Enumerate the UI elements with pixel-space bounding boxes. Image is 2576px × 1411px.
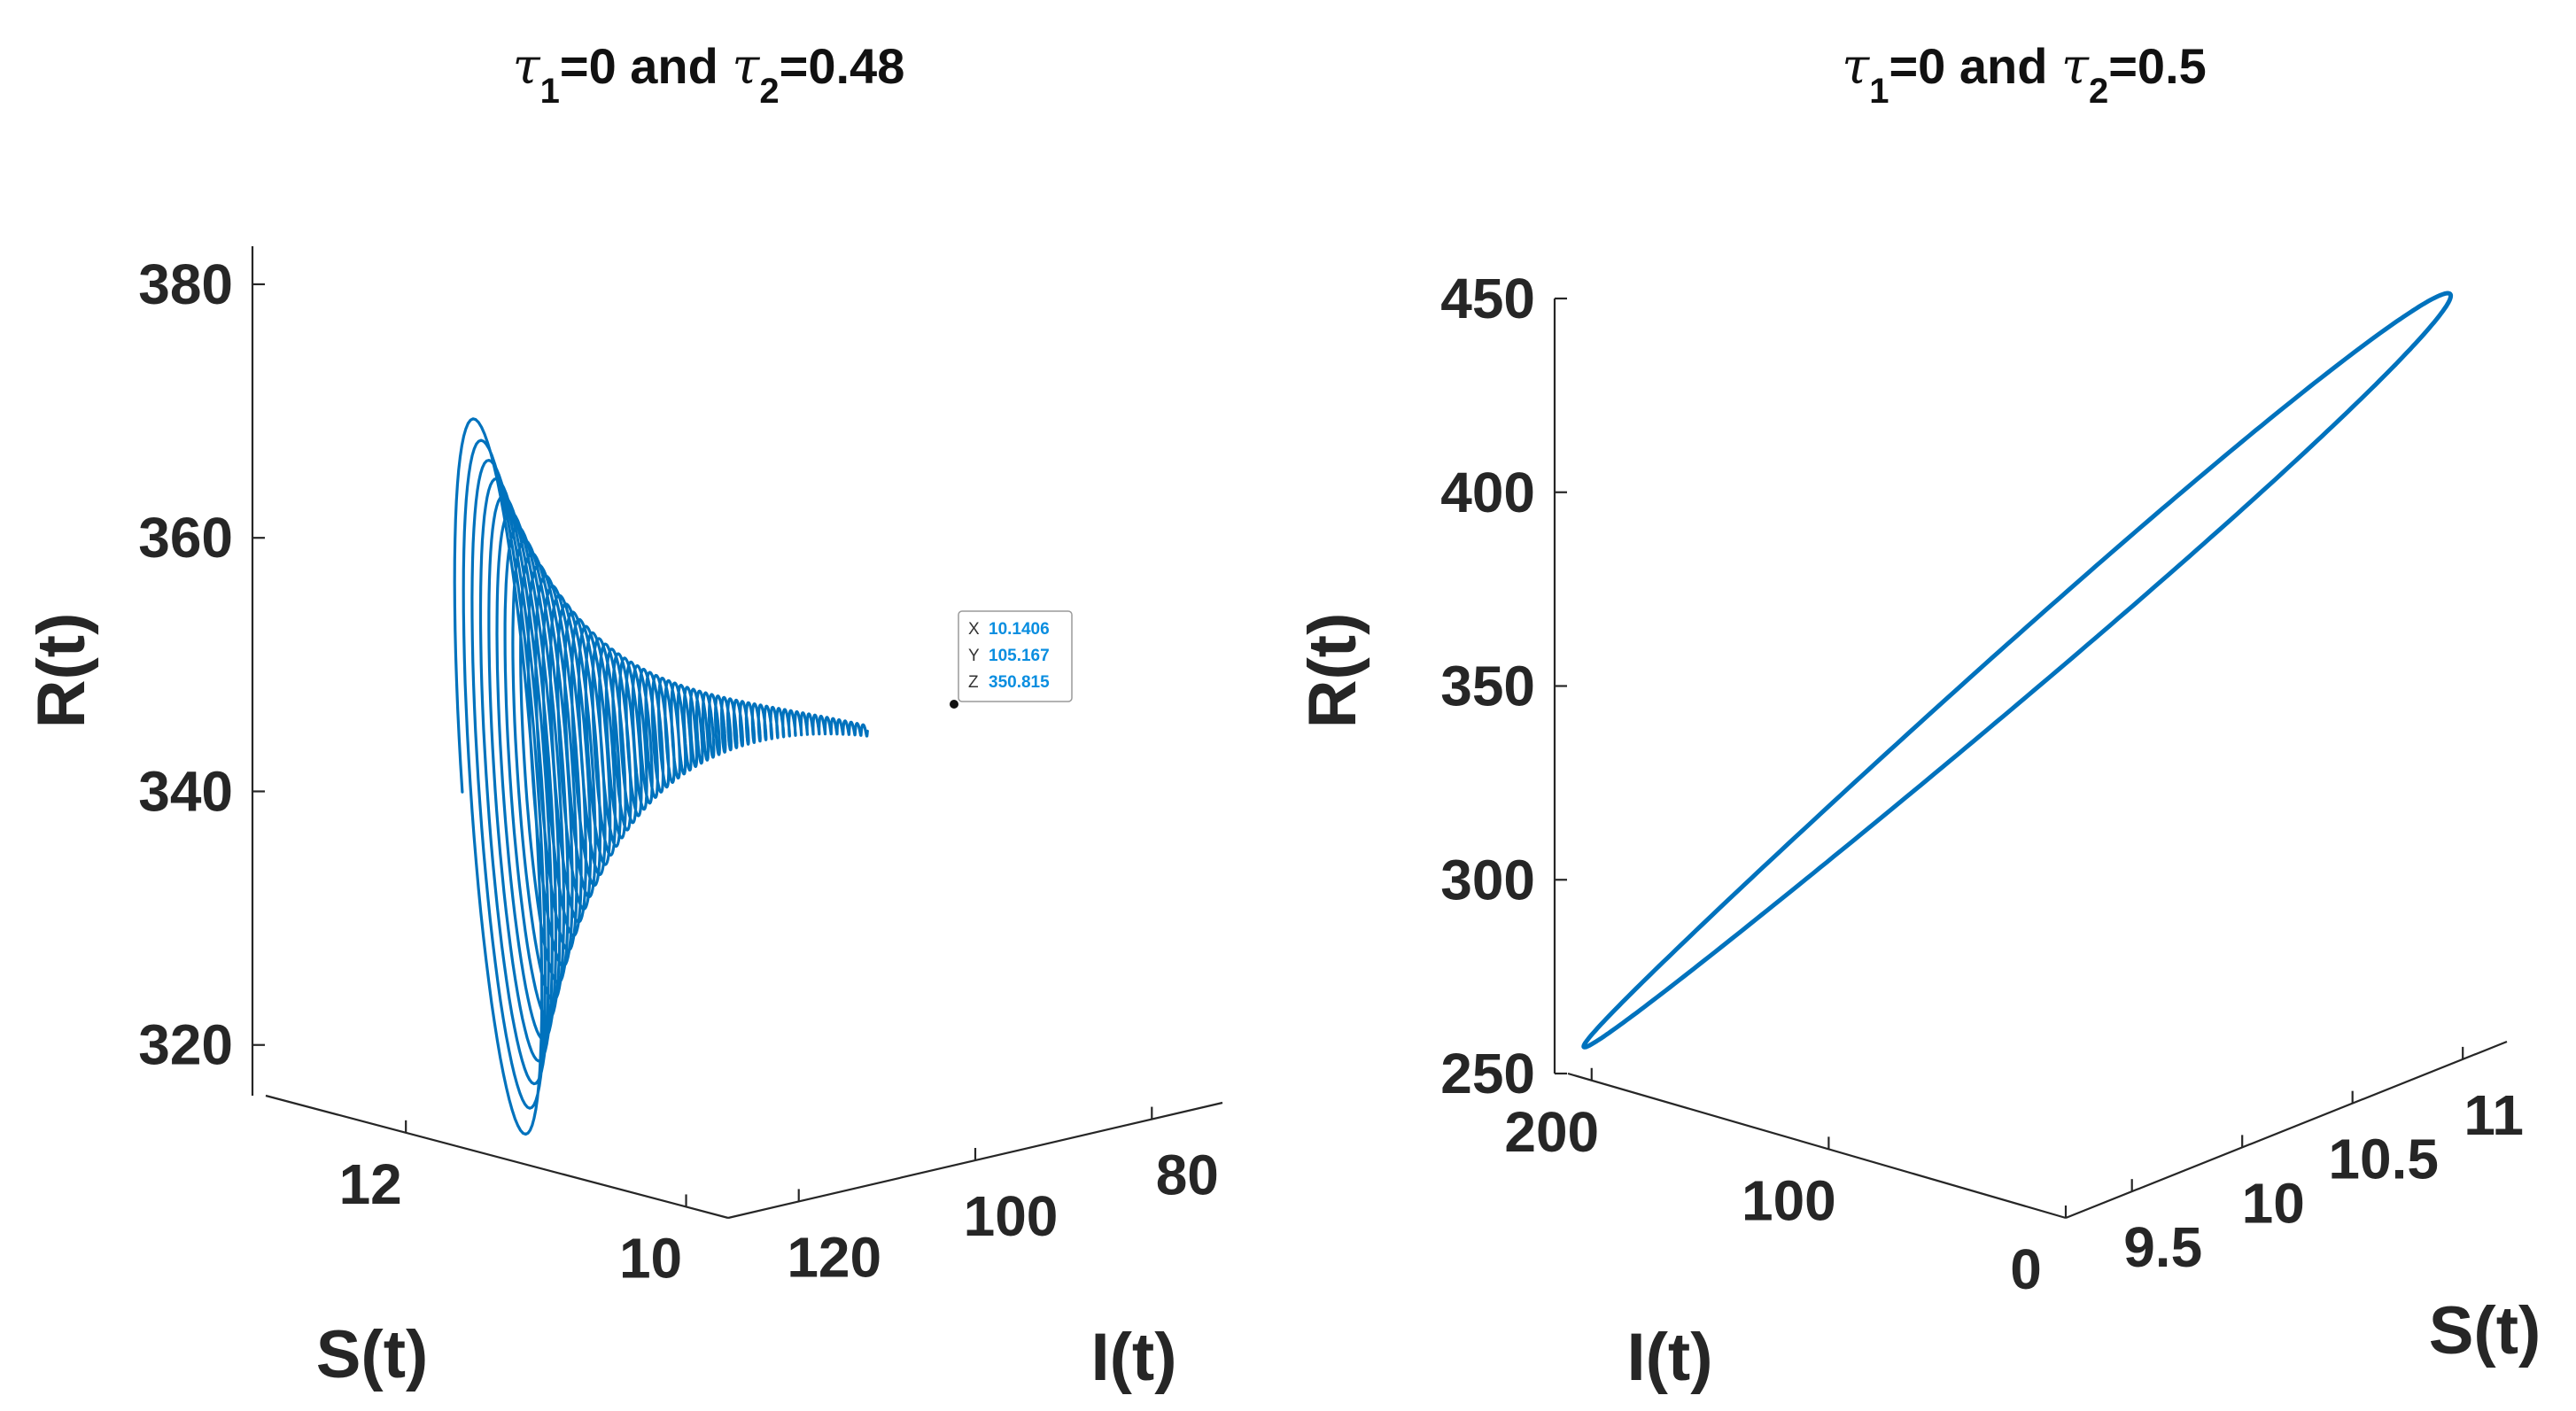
left-x-axis-line [265, 1094, 729, 1220]
right-y-axis-label: I(t) [1626, 1320, 1712, 1395]
right-x-axis-tick-label: 11 [2463, 1083, 2524, 1147]
right-plot: τ1=0 and τ2=0.5 250 300 350 400 450 200 100 0 9.… [1295, 38, 2541, 1395]
right-y-axis-tick-label: 200 [1504, 1100, 1599, 1164]
right-z-axis-label: R(t) [1295, 613, 1370, 729]
right-x-axis-tick-label: 9.5 [2123, 1215, 2202, 1279]
right-x-axis-tick-label: 10.5 [2328, 1128, 2439, 1191]
left-z-axis-tick-label: 320 [138, 1013, 233, 1077]
left-datatip: X 10.1406 Y 105.167 Z 350.815 [958, 610, 1073, 702]
left-z-axis-tick-label: 340 [138, 759, 233, 823]
left-plot: τ1=0 and τ2=0.48 320 340 360 380 12 10 120 100 8… [24, 38, 1223, 1395]
left-z-axis-tick-label: 380 [138, 252, 233, 316]
left-plot-title: τ1=0 and τ2=0.48 [513, 38, 905, 111]
left-z-axis-tick-label: 360 [138, 506, 233, 570]
left-y-axis-tick-label: 100 [964, 1184, 1059, 1248]
right-z-axis-tick-label: 350 [1440, 655, 1535, 718]
right-z-axis-tick-label: 450 [1440, 267, 1535, 330]
left-y-axis-tick-label: 80 [1156, 1144, 1219, 1207]
left-y-axis-label: I(t) [1090, 1320, 1176, 1395]
right-y-axis-tick-label: 100 [1742, 1168, 1836, 1232]
right-x-axis-line [2065, 1040, 2508, 1220]
right-trajectory [1581, 291, 2454, 1050]
left-y-axis-tick-label: 120 [787, 1225, 881, 1289]
right-plot-title: τ1=0 and τ2=0.5 [1842, 38, 2207, 111]
left-datatip-z-key: Z [968, 673, 979, 692]
right-x-axis-label: S(t) [2429, 1293, 2541, 1368]
left-ticks: 320 340 360 380 12 10 120 100 80 [138, 252, 1219, 1291]
right-z-axis-tick-label: 400 [1440, 461, 1535, 524]
left-trajectory-line [453, 417, 869, 1136]
left-datatip-y-value: 105.167 [989, 647, 1050, 665]
left-datatip-marker [950, 700, 958, 709]
left-datatip-box [958, 610, 1073, 702]
left-datatip-x-key: X [968, 620, 980, 639]
left-trajectory [453, 417, 869, 1136]
left-z-axis-label: R(t) [24, 613, 99, 729]
left-x-axis-tick-label: 10 [619, 1226, 682, 1290]
right-limit-cycle-line [1581, 291, 2454, 1050]
left-datatip-z-value: 350.815 [989, 673, 1050, 692]
right-z-axis-tick-label: 300 [1440, 848, 1535, 911]
right-x-axis-tick-label: 10 [2242, 1171, 2305, 1235]
left-x-axis-tick-label: 12 [339, 1152, 402, 1216]
right-z-axis-tick-label: 250 [1440, 1042, 1535, 1105]
right-y-axis-line [1567, 1072, 2067, 1220]
right-y-axis-tick-label: 0 [2010, 1237, 2042, 1301]
left-datatip-y-key: Y [968, 647, 980, 665]
left-x-axis-label: S(t) [316, 1317, 429, 1392]
right-ticks: 250 300 350 400 450 200 100 0 9.5 10 10.5 11 [1440, 267, 2524, 1301]
left-datatip-x-value: 10.1406 [989, 620, 1050, 639]
